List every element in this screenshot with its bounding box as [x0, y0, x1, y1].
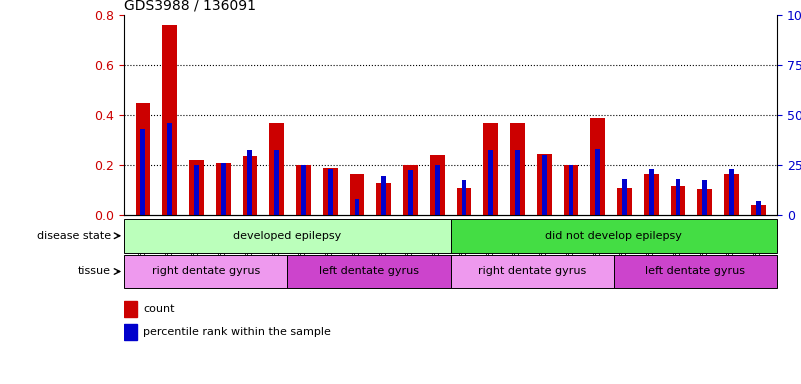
Bar — [323, 167, 337, 215]
Bar — [124, 255, 288, 288]
Bar — [595, 149, 600, 215]
Bar — [489, 150, 493, 215]
Bar — [649, 169, 654, 215]
Bar — [569, 165, 574, 215]
Bar — [355, 199, 360, 215]
Bar — [541, 155, 546, 215]
Bar — [135, 103, 151, 215]
Text: GDS3988 / 136091: GDS3988 / 136091 — [124, 0, 256, 13]
Bar — [269, 123, 284, 215]
Bar — [430, 155, 445, 215]
Bar — [349, 174, 364, 215]
Bar — [670, 186, 686, 215]
Bar — [189, 160, 203, 215]
Bar — [194, 165, 199, 215]
Bar — [751, 205, 766, 215]
Text: developed epilepsy: developed epilepsy — [233, 231, 341, 241]
Bar — [243, 156, 257, 215]
Text: did not develop epilepsy: did not develop epilepsy — [545, 231, 682, 241]
Bar — [450, 255, 614, 288]
Bar — [403, 165, 418, 215]
Bar — [124, 324, 137, 340]
Bar — [167, 123, 172, 215]
Bar — [328, 169, 332, 215]
Text: left dentate gyrus: left dentate gyrus — [319, 266, 419, 276]
Bar — [510, 123, 525, 215]
Text: tissue: tissue — [78, 266, 111, 276]
Text: right dentate gyrus: right dentate gyrus — [151, 266, 260, 276]
Bar — [381, 176, 386, 215]
Bar — [614, 255, 777, 288]
Bar — [564, 165, 578, 215]
Bar — [590, 118, 605, 215]
Bar — [756, 201, 761, 215]
Bar — [644, 174, 658, 215]
Bar — [301, 165, 306, 215]
Bar — [537, 154, 552, 215]
Bar — [622, 179, 627, 215]
Bar — [675, 179, 680, 215]
Bar — [163, 25, 177, 215]
Bar — [248, 150, 252, 215]
Bar — [124, 301, 137, 317]
Bar — [617, 188, 632, 215]
Bar — [140, 129, 145, 215]
Bar — [221, 163, 226, 215]
Bar — [215, 163, 231, 215]
Bar — [124, 219, 450, 253]
Bar — [515, 150, 520, 215]
Text: left dentate gyrus: left dentate gyrus — [646, 266, 746, 276]
Bar — [698, 189, 712, 215]
Text: count: count — [143, 304, 175, 314]
Text: disease state: disease state — [37, 231, 111, 241]
Bar — [296, 165, 311, 215]
Bar — [435, 165, 440, 215]
Bar — [724, 174, 739, 215]
Bar — [729, 169, 734, 215]
Bar — [376, 183, 391, 215]
Bar — [457, 188, 471, 215]
Bar — [408, 170, 413, 215]
Text: right dentate gyrus: right dentate gyrus — [478, 266, 586, 276]
Text: percentile rank within the sample: percentile rank within the sample — [143, 327, 332, 337]
Bar — [288, 255, 450, 288]
Bar — [702, 180, 707, 215]
Bar — [483, 123, 498, 215]
Bar — [274, 150, 279, 215]
Bar — [450, 219, 777, 253]
Bar — [461, 180, 466, 215]
